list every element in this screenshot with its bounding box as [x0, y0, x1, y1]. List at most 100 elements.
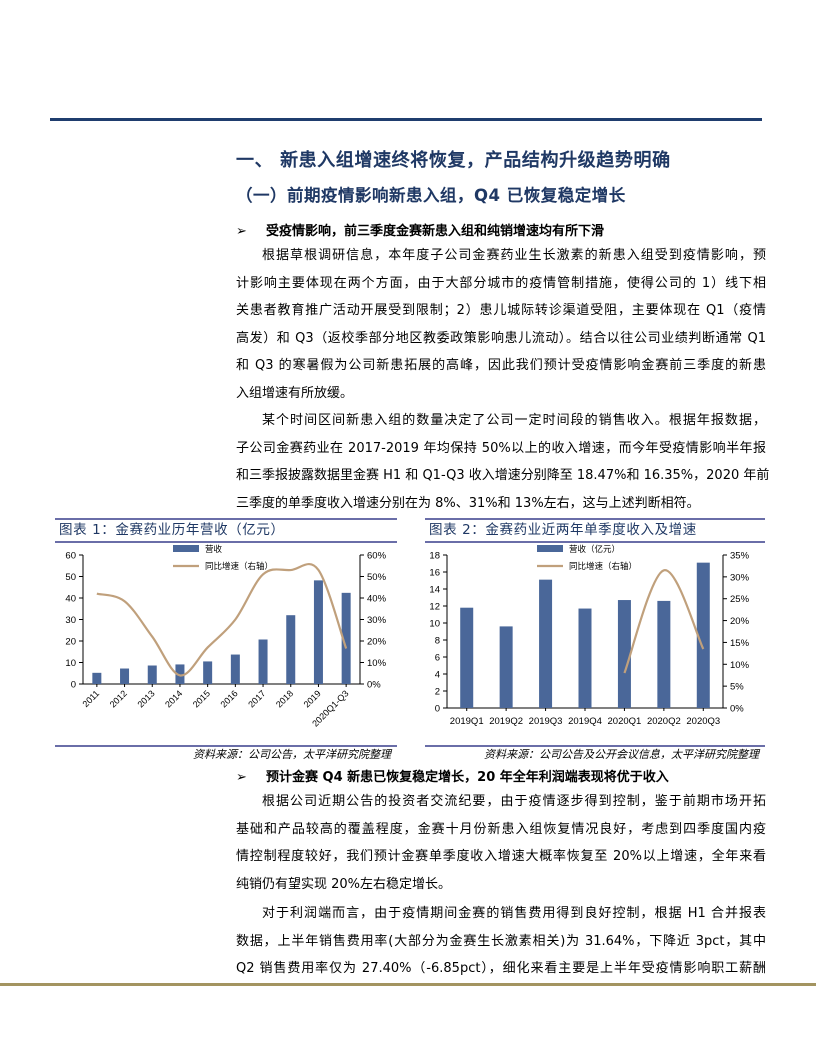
- legend-label: 营收（亿元）: [569, 544, 620, 554]
- chart-plot: 0 2 4 6 8 10 12 14 16 18 0% 5% 10% 15% 20% 25% 30% 35% 201…: [429, 544, 750, 727]
- paragraph-line: 根据公司近期公告的投资者交流纪要，由于疫情逐步得到控制，鉴于前期市场开拓: [262, 794, 766, 809]
- y2-tick-label: 10%: [730, 660, 750, 671]
- arrow-bullet-icon: ➢: [236, 770, 247, 785]
- x-tick-label: 2014: [163, 688, 184, 709]
- paragraph: 对于利润端而言，由于疫情期间金赛的销售费用得到良好控制，根据 H1 合并报表数据…: [236, 900, 766, 983]
- y2-tick-label: 5%: [730, 682, 744, 693]
- paragraph: 某个时间区间新患入组的数量决定了公司一定时间段的销售收入。根据年报数据， 子公司金…: [236, 407, 770, 517]
- x-tick-label: 2019: [302, 688, 323, 709]
- header-rule: [50, 118, 762, 121]
- x-tick-label: 2020Q3: [686, 716, 720, 727]
- paragraph-line: 基础和产品较高的覆盖程度，金赛十月份新患入组恢复情况良好，考虑到四季度国内疫: [236, 821, 766, 837]
- section-heading: 一、 新患入组增速终将恢复，产品结构升级趋势明确: [236, 150, 671, 171]
- y-tick-label: 10: [65, 658, 76, 669]
- bar: [539, 579, 553, 708]
- y-tick-label: 0: [435, 704, 440, 715]
- bar: [460, 607, 474, 708]
- chart-source: 资料来源：公司公告，太平洋研究院整理: [193, 748, 391, 761]
- y2-tick-label: 30%: [730, 572, 750, 583]
- bar: [696, 562, 710, 708]
- paragraph-line: 和三季报披露数据里金赛 H1 和 Q1-Q3 收入增速分别降至 18.47%和 …: [236, 468, 770, 484]
- chart-title: 图表 1：金赛药业历年营收（亿元）: [59, 522, 285, 538]
- bar: [341, 592, 351, 684]
- x-tick-label: 2017: [246, 688, 267, 709]
- x-tick-label: 2016: [219, 688, 240, 709]
- paragraph-line: 纯销仍有望实现 20%左右稳定增长。: [236, 876, 452, 892]
- y-tick-label: 60: [65, 551, 76, 562]
- paragraph-line: 计影响主要体现在两个方面，由于大部分城市的疫情管制措施，使得公司的 1）线下相: [236, 275, 766, 291]
- paragraph-line: 某个时间区间新患入组的数量决定了公司一定时间段的销售收入。根据年报数据，: [262, 413, 766, 428]
- y2-tick-label: 60%: [367, 551, 387, 562]
- x-tick-label: 2011: [81, 688, 102, 709]
- y-tick-label: 8: [435, 636, 440, 647]
- bar: [617, 600, 631, 708]
- y-tick-label: 16: [429, 568, 440, 579]
- x-tick-label: 2018: [274, 688, 295, 709]
- y-tick-label: 30: [65, 615, 76, 626]
- legend-bar-swatch: [173, 545, 199, 552]
- y2-tick-label: 15%: [730, 638, 750, 649]
- footer-rule: [0, 983, 816, 986]
- growth-line: [96, 563, 348, 677]
- bar: [230, 654, 240, 684]
- x-tick-label: 2019Q4: [568, 716, 602, 727]
- x-tick-label: 2020Q2: [647, 716, 681, 727]
- chart-plot: 0 10 20 30 40 50 60 0% 10% 20% 30% 40% 50% 60% 2011 201…: [65, 544, 387, 729]
- bullet-heading-2: ➢ 预计金赛 Q4 新患已恢复稳定增长，20 年全年利润端表现将优于收入: [236, 766, 669, 785]
- bullet-text: 受疫情影响，前三季度金赛新患入组和纯销增速均有所下滑: [266, 224, 605, 239]
- paragraph-line: 情控制程度较好，我们预计金赛单季度收入增速大概率恢复至 20%以上增速，全年来看: [236, 849, 766, 865]
- x-tick-label: 2019Q2: [489, 716, 523, 727]
- y-tick-label: 50: [65, 572, 76, 583]
- paragraph-line: Q2 销售费用率仅为 27.40%（-6.85pct），细化来看主要是上半年受疫…: [236, 961, 766, 977]
- divider: [425, 745, 765, 747]
- legend-label: 同比增速（右轴）: [205, 561, 273, 571]
- y-tick-label: 10: [429, 619, 440, 630]
- paragraph-line: 对于利润端而言，由于疫情期间金赛的销售费用得到良好控制，根据 H1 合并报表: [262, 906, 766, 921]
- bullet-text: 预计金赛 Q4 新患已恢复稳定增长，20 年全年利润端表现将优于收入: [266, 770, 669, 785]
- y2-tick-label: 50%: [367, 572, 387, 583]
- paragraph: 根据草根调研信息，本年度子公司金赛药业生长激素的新患入组受到疫情影响，预计影响主…: [236, 242, 766, 408]
- chart-quarterly-revenue: 图表 2：金赛药业近两年单季度收入及增速 0 2 4 6 8 10 12 14 16 18 0% 5%…: [425, 518, 765, 763]
- chart-revenue-history: 图表 1：金赛药业历年营收（亿元） 0 10 20 30 40 50 60 0% 10% 20% 3…: [55, 518, 397, 763]
- paragraph: 根据公司近期公告的投资者交流纪要，由于疫情逐步得到控制，鉴于前期市场开拓基础和产…: [236, 788, 766, 898]
- bullet-heading-1: ➢ 受疫情影响，前三季度金赛新患入组和纯销增速均有所下滑: [236, 220, 604, 239]
- y2-tick-label: 0%: [730, 704, 744, 715]
- y2-tick-label: 35%: [730, 551, 750, 562]
- paragraph-line: 根据草根调研信息，本年度子公司金赛药业生长激素的新患入组受到疫情影响，预: [262, 248, 766, 263]
- y2-tick-label: 0%: [367, 680, 381, 691]
- paragraph-line: 子公司金赛药业在 2017-2019 年均保持 50%以上的收入增速，而今年受疫…: [236, 440, 766, 456]
- bar: [92, 672, 102, 684]
- bar: [120, 668, 130, 684]
- x-tick-label: 2013: [135, 688, 156, 709]
- bar: [286, 615, 296, 684]
- legend-bar-swatch: [537, 545, 563, 552]
- bar: [657, 600, 671, 708]
- chart-title: 图表 2：金赛药业近两年单季度收入及增速: [429, 522, 697, 538]
- y-tick-label: 14: [429, 585, 440, 596]
- paragraph-line: 三季度的单季度收入增速分别在为 8%、31%和 13%左右，这与上述判断相符。: [236, 495, 700, 511]
- arrow-bullet-icon: ➢: [236, 224, 247, 239]
- bar: [258, 639, 268, 684]
- paragraph-line: 和 Q3 的寒暑假为公司新患拓展的高峰，因此我们预计受疫情影响金赛前三季度的新患: [236, 358, 766, 374]
- paragraph-line: 入组增速有所放缓。: [236, 385, 354, 401]
- bar: [313, 580, 323, 684]
- x-tick-label: 2015: [191, 688, 212, 709]
- y-tick-label: 2: [435, 687, 440, 698]
- y-tick-label: 12: [429, 602, 440, 613]
- y-tick-label: 40: [65, 594, 76, 605]
- subsection-heading: （一）前期疫情影响新患入组，Q4 已恢复稳定增长: [236, 186, 626, 205]
- x-tick-label: 2019Q3: [529, 716, 563, 727]
- legend-label: 同比增速（右轴）: [569, 561, 637, 571]
- bar: [203, 661, 213, 684]
- divider: [425, 518, 765, 520]
- bar: [175, 664, 185, 684]
- x-tick-label: 2020Q1: [608, 716, 642, 727]
- y-tick-label: 6: [435, 653, 440, 664]
- bar: [147, 665, 157, 684]
- y-tick-label: 18: [429, 551, 440, 562]
- bar: [578, 608, 592, 708]
- y-tick-label: 0: [71, 680, 76, 691]
- x-tick-label: 2019Q1: [450, 716, 484, 727]
- paragraph-line: 数据，上半年销售费用率(大部分为金赛生长激素相关)为 31.64%，下降近 3p…: [236, 933, 766, 949]
- y2-tick-label: 10%: [367, 658, 387, 669]
